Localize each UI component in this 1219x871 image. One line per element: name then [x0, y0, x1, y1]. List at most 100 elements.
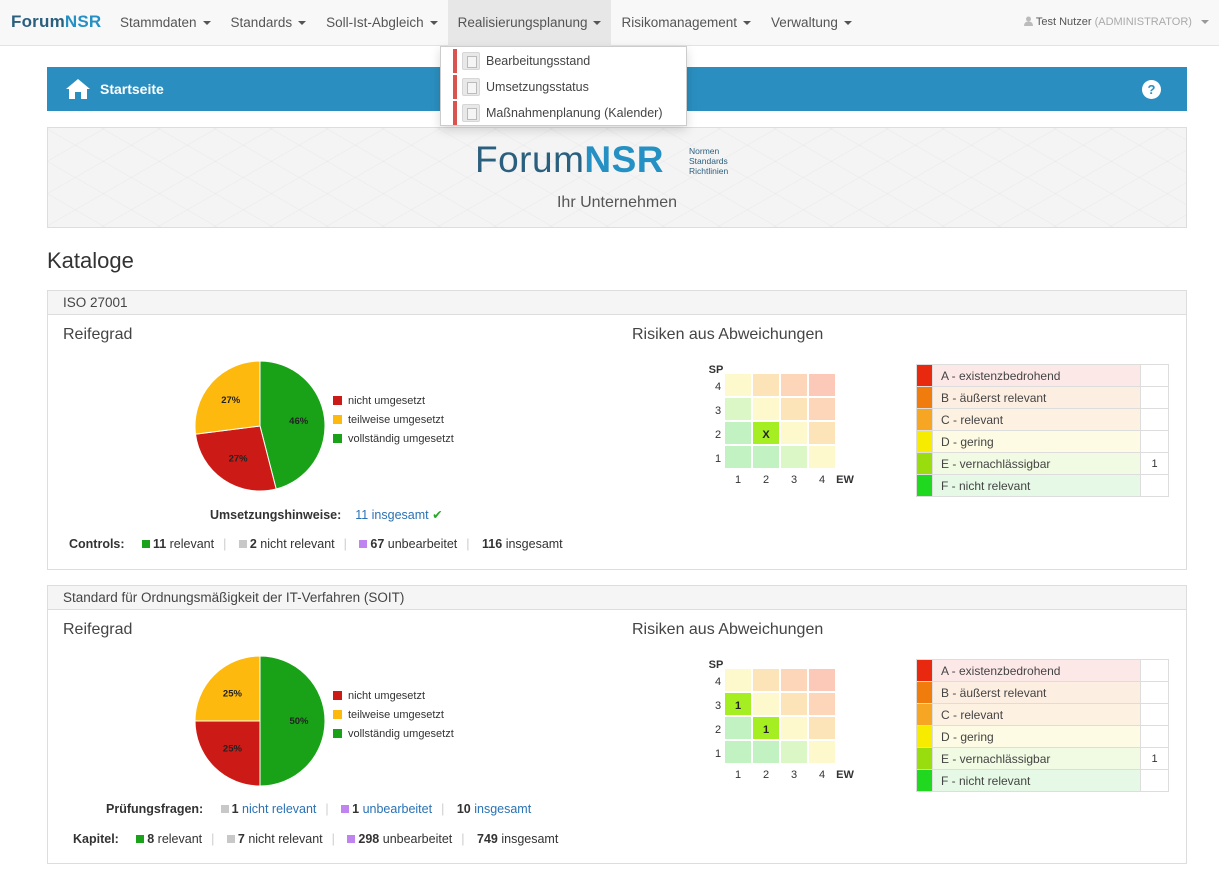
matrix-cell[interactable]: [781, 717, 807, 739]
help-icon[interactable]: ?: [1142, 80, 1161, 99]
axis-label-sp: SP: [709, 660, 724, 671]
company-hero: ForumNSR Normen Standards Richtlinien Ihr …: [47, 127, 1187, 228]
matrix-cell[interactable]: [781, 374, 807, 396]
menu-risikomanagement[interactable]: Risikomanagement: [611, 0, 761, 46]
pruefungsfragen-line: Prüfungsfragen: 1 nicht relevant | 1 unbe…: [106, 802, 532, 816]
row-tick-label: 2: [715, 724, 721, 736]
risk-class-count: [1140, 408, 1169, 431]
pie-legend: nicht umgesetzt teilweise umgesetzt voll…: [333, 686, 454, 743]
menu-standards[interactable]: Standards: [221, 0, 317, 46]
reifegrad-pie-chart: 46% 27% 27%: [194, 360, 326, 492]
risk-class-label: E - vernachlässigbar: [932, 452, 1141, 475]
risk-class-row: F - nicht relevant: [916, 474, 1169, 497]
menu-verwaltung[interactable]: Verwaltung: [761, 0, 862, 46]
pie-data-label: 27%: [229, 453, 249, 464]
matrix-cell[interactable]: [781, 398, 807, 420]
pie-slice-vollstaendig: [259, 655, 326, 787]
risk-class-row: B - äußerst relevant: [916, 386, 1169, 409]
dropdown-item-bearbeitungsstand[interactable]: Bearbeitungsstand: [453, 49, 681, 73]
matrix-cell[interactable]: [809, 741, 835, 763]
document-icon: [462, 104, 480, 122]
matrix-cell[interactable]: [781, 446, 807, 468]
matrix-cell[interactable]: [809, 717, 835, 739]
legend-swatch-yellow: [333, 415, 342, 424]
legend-swatch-green: [333, 434, 342, 443]
risk-class-count: [1140, 386, 1169, 409]
matrix-cell[interactable]: [725, 741, 751, 763]
catalog-title: ISO 27001: [48, 291, 1186, 315]
menu-realisierungsplanung[interactable]: Realisierungsplanung: [447, 0, 612, 46]
umsetzungshinweise-line: Umsetzungshinweise: 11 insgesamt ✔: [210, 508, 443, 522]
umsetzungshinweise-link[interactable]: 11 insgesamt: [355, 508, 429, 522]
nicht-relevant-swatch: [220, 805, 229, 813]
matrix-cell[interactable]: [725, 446, 751, 468]
matrix-cell[interactable]: [781, 422, 807, 444]
pie-data-label: 27%: [221, 395, 241, 406]
dropdown-item-massnahmenplanung[interactable]: Maßnahmenplanung (Kalender): [453, 101, 681, 125]
dropdown-item-umsetzungsstatus[interactable]: Umsetzungsstatus: [453, 75, 681, 99]
matrix-cell[interactable]: [809, 446, 835, 468]
matrix-cell[interactable]: [809, 374, 835, 396]
matrix-cell[interactable]: [725, 693, 751, 715]
matrix-cell[interactable]: [753, 741, 779, 763]
catalog-panel-iso27001: ISO 27001 Reifegrad Risiken aus Abweichu…: [47, 290, 1187, 570]
matrix-cell[interactable]: [753, 422, 779, 444]
legend-item-nicht: nicht umgesetzt: [333, 391, 454, 410]
risk-class-label: C - relevant: [932, 408, 1141, 431]
matrix-cell[interactable]: [725, 669, 751, 691]
nicht-relevant-swatch: [226, 835, 235, 843]
risk-class-row: D - gering: [916, 430, 1169, 453]
document-icon: [462, 52, 480, 70]
caret-down-icon: [298, 21, 307, 26]
matrix-cell[interactable]: [753, 669, 779, 691]
row-tick-label: 2: [715, 429, 721, 441]
risk-class-count: [1140, 430, 1169, 453]
risk-class-color: [916, 408, 933, 431]
matrix-cell[interactable]: [809, 422, 835, 444]
user-menu[interactable]: Test Nutzer (ADMINISTRATOR): [1024, 16, 1209, 28]
matrix-cell[interactable]: [725, 717, 751, 739]
pruef-unbearbeitet-link[interactable]: 1 unbearbeitet: [352, 802, 433, 816]
matrix-cell[interactable]: [809, 398, 835, 420]
user-role: (ADMINISTRATOR): [1094, 16, 1192, 28]
matrix-cell[interactable]: [725, 374, 751, 396]
matrix-cell[interactable]: [753, 374, 779, 396]
matrix-cell[interactable]: [781, 669, 807, 691]
user-name: Test Nutzer: [1035, 16, 1092, 28]
matrix-cell[interactable]: [753, 693, 779, 715]
pruef-insgesamt-link[interactable]: 10 insgesamt: [456, 802, 532, 816]
risk-matrix: SP 4 3 2 X 1 1 2 3 4 EW: [709, 365, 855, 486]
risk-class-label: A - existenzbedrohend: [932, 364, 1141, 387]
company-name: Ihr Unternehmen: [556, 194, 678, 211]
matrix-cell[interactable]: [809, 693, 835, 715]
dropdown-accent-bar: [453, 75, 457, 99]
risk-class-count: [1140, 681, 1169, 704]
menu-soll-ist-abgleich[interactable]: Soll-Ist-Abgleich: [316, 0, 448, 46]
brand-logo[interactable]: ForumNSR: [11, 12, 102, 31]
matrix-cell[interactable]: [725, 398, 751, 420]
caret-down-icon: [843, 21, 852, 26]
col-tick-label: 3: [791, 474, 797, 486]
matrix-cell[interactable]: [753, 446, 779, 468]
matrix-cell[interactable]: [809, 669, 835, 691]
matrix-cell[interactable]: [753, 717, 779, 739]
caret-down-icon: [1201, 20, 1209, 25]
hero-logo: ForumNSR: [475, 139, 665, 180]
risk-class-label: D - gering: [932, 725, 1141, 748]
matrix-cell[interactable]: [753, 398, 779, 420]
page-title: Startseite: [100, 81, 164, 97]
home-icon: [66, 79, 90, 99]
menu-stammdaten[interactable]: Stammdaten: [110, 0, 221, 46]
pruef-nicht-relevant-link[interactable]: 1 nicht relevant: [231, 802, 317, 816]
legend-item-teilweise: teilweise umgesetzt: [333, 705, 454, 724]
matrix-cell[interactable]: [781, 741, 807, 763]
pie-data-label: 46%: [289, 416, 309, 427]
row-tick-label: 3: [715, 700, 721, 712]
matrix-cell[interactable]: [725, 422, 751, 444]
user-icon: [1024, 16, 1033, 26]
row-tick-label: 4: [715, 676, 721, 688]
hero-tagline: Normen Standards Richtlinien: [689, 146, 729, 176]
matrix-cell[interactable]: [781, 693, 807, 715]
axis-label-sp: SP: [709, 365, 724, 376]
risk-matrix: SP 4 3 1 2 1 1 1 2 3 4 EW: [709, 660, 855, 781]
